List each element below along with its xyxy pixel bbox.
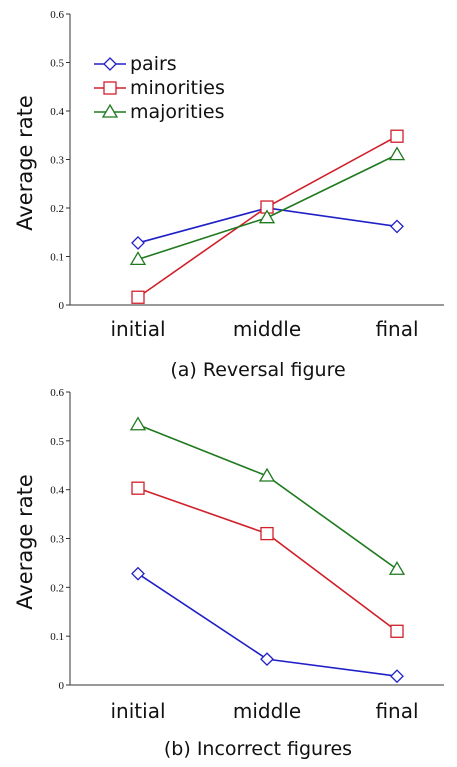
x-tick-label: final — [375, 317, 418, 341]
data-point — [258, 209, 276, 224]
data-point — [131, 481, 145, 495]
series-line — [137, 487, 398, 632]
series-lines — [129, 416, 406, 684]
data-point — [390, 129, 404, 143]
y-tick-label: 0 — [59, 680, 65, 692]
x-tick-label: middle — [233, 317, 301, 341]
y-ticks: 0 0.1 0.2 0.3 0.4 0.5 0.6 — [50, 9, 70, 312]
legend-label: minorities — [130, 77, 225, 99]
series-line — [137, 423, 398, 570]
y-tick-label: 0.1 — [50, 252, 64, 264]
caption: (b) Incorrect figures — [164, 738, 352, 760]
y-axis-label: Average rate — [13, 474, 37, 610]
data-point — [131, 566, 145, 581]
data-point — [390, 624, 404, 638]
x-tick-labels: initial middle final — [111, 699, 419, 723]
chart-incorrect-figures: 0 0.1 0.2 0.3 0.4 0.5 0.6 initial middle final A… — [13, 387, 444, 760]
x-tick-labels: initial middle final — [111, 317, 419, 341]
y-tick-label: 0.4 — [50, 485, 64, 497]
x-tick-label: final — [375, 699, 418, 723]
legend-marker — [103, 57, 117, 71]
data-point — [390, 219, 404, 234]
y-tick-label: 0.4 — [50, 106, 64, 118]
y-tick-label: 0.5 — [50, 58, 64, 70]
legend-marker — [101, 103, 119, 118]
x-tick-label: middle — [233, 699, 301, 723]
data-point — [129, 416, 147, 431]
data-point — [131, 236, 145, 250]
y-tick-label: 0.1 — [50, 631, 64, 643]
data-point — [131, 290, 145, 304]
y-tick-label: 0.6 — [50, 387, 64, 399]
legend-label: pairs — [130, 53, 177, 75]
legend-marker — [103, 81, 117, 95]
y-tick-label: 0.2 — [50, 582, 64, 594]
data-point — [260, 526, 274, 541]
series-lines — [129, 129, 406, 304]
y-tick-label: 0.5 — [50, 436, 64, 448]
data-point — [388, 146, 406, 161]
y-ticks: 0 0.1 0.2 0.3 0.4 0.5 0.6 — [50, 387, 70, 692]
y-axis-label: Average rate — [13, 95, 37, 231]
data-point — [258, 467, 276, 482]
y-tick-label: 0.3 — [50, 534, 64, 546]
x-tick-label: initial — [111, 699, 166, 723]
caption: (a) Reversal figure — [170, 359, 345, 381]
y-tick-label: 0.2 — [50, 203, 64, 215]
x-tick-label: initial — [111, 317, 166, 341]
data-point — [260, 652, 274, 667]
y-tick-label: 0 — [59, 300, 65, 312]
y-tick-label: 0.3 — [50, 155, 64, 167]
chart-reversal-figure: 0 0.1 0.2 0.3 0.4 0.5 0.6 initial middle final A… — [13, 9, 444, 381]
data-point — [388, 560, 406, 575]
y-tick-label: 0.6 — [50, 9, 64, 21]
legend-label: majorities — [130, 101, 224, 123]
data-point — [390, 669, 404, 684]
data-point — [129, 251, 147, 266]
